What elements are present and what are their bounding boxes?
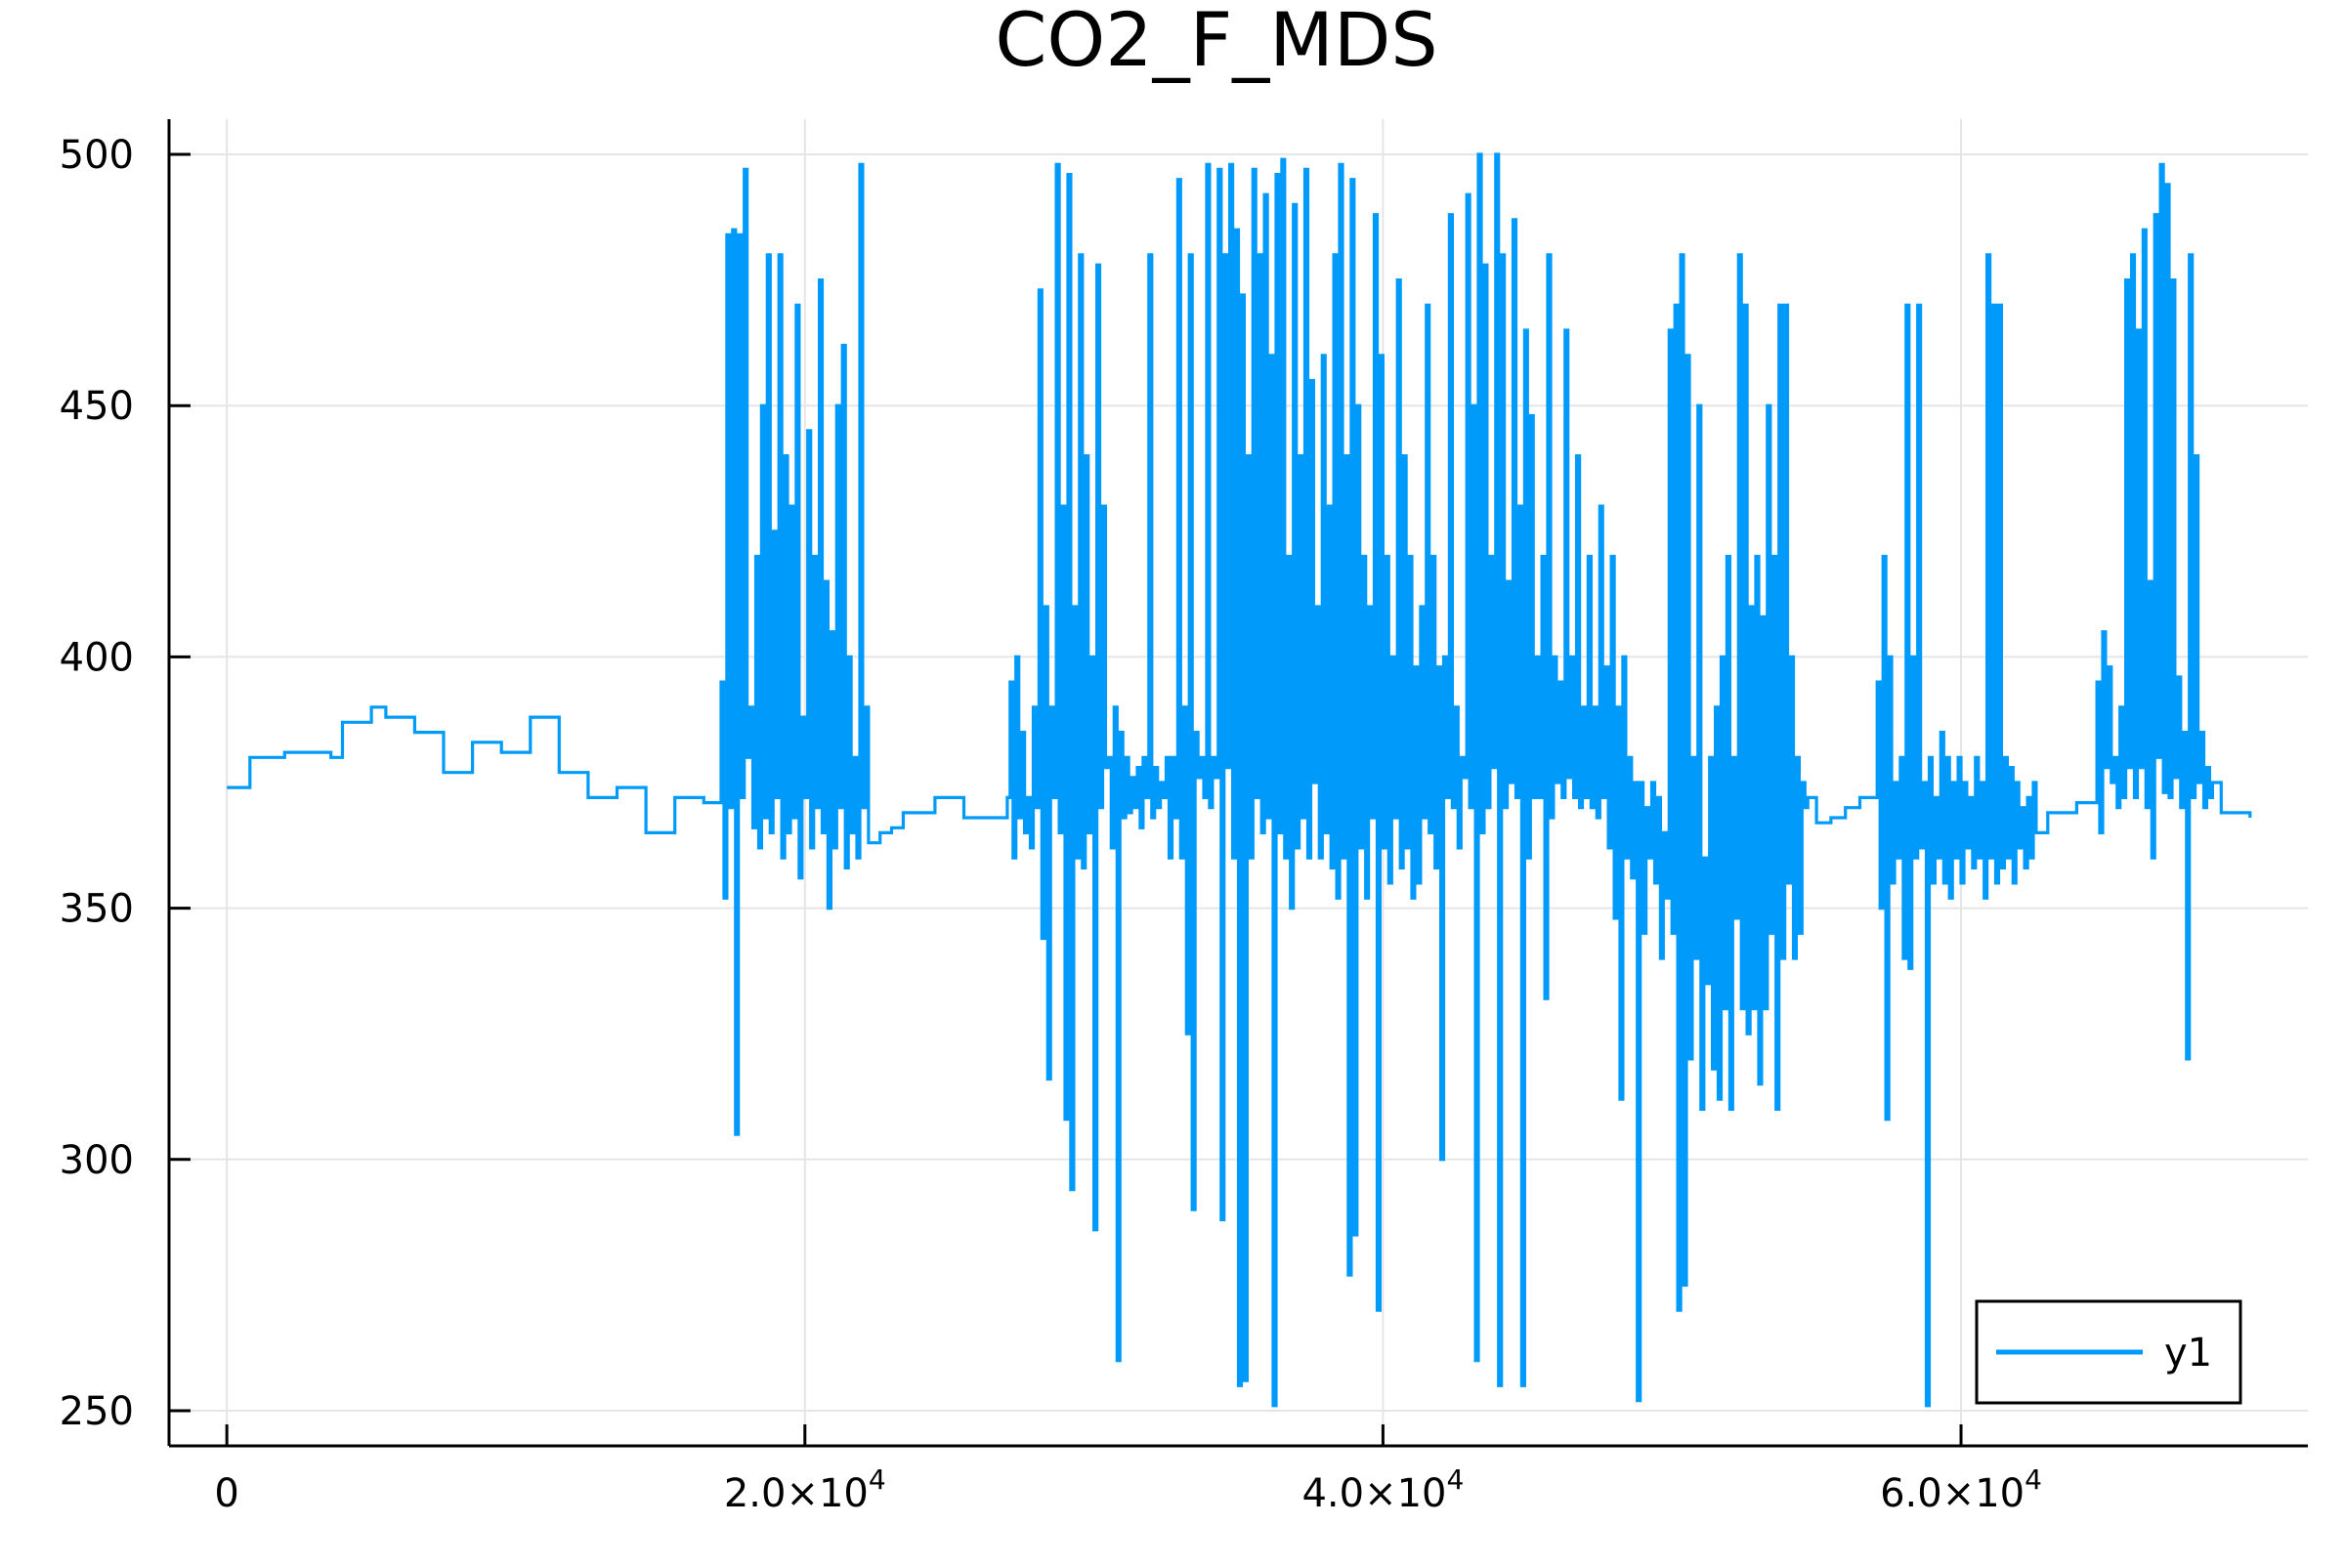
x-tick-label-3: 6.0×104: [1880, 1463, 2042, 1516]
y-tick-label-5: 500: [60, 133, 134, 178]
x-tick-label-2: 4.0×104: [1301, 1463, 1464, 1516]
y-tick-label-4: 450: [60, 384, 134, 429]
x-tick-label-1: 2.0×104: [724, 1463, 886, 1516]
legend-label-y1: y1: [2164, 1331, 2212, 1376]
axes: 250 300 350 400 450 500 0 2.0×104 4.0×104 6.0×104: [60, 119, 2308, 1516]
series-line-y1: [227, 152, 2252, 1408]
series-layer: [227, 152, 2252, 1408]
legend: y1: [1975, 1299, 2242, 1405]
y-tick-label-2: 350: [60, 887, 134, 932]
y-tick-label-0: 250: [60, 1389, 134, 1434]
y-tick-label-1: 300: [60, 1138, 134, 1183]
y-tick-label-3: 400: [60, 635, 134, 680]
chart-title: CO2_F_MDS: [995, 0, 1437, 83]
x-tick-label-0: 0: [214, 1471, 238, 1516]
